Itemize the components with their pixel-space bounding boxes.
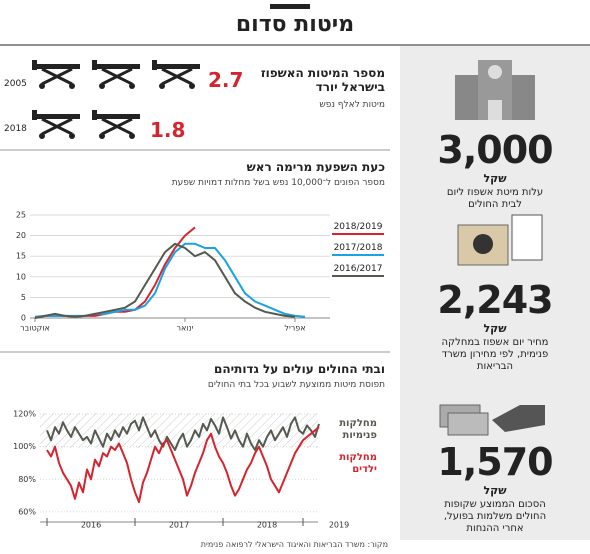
chart-subtitle: מספר הפונים ל־10,000 נפש בשל מחלות דמויו… [171,178,385,188]
x-tick-label: 2019 [329,521,349,530]
chart-subtitle: תפוסת מיטות ממוצעת לשבוע בכל בתי החולים [207,380,385,390]
x-tick-label: אוקטובר [20,324,50,333]
x-tick-label: 2016 [81,521,101,530]
beds-title: מספר המיטות האשפוז בישראל יורד [230,66,385,95]
x-tick-label: 2018 [257,521,277,530]
beds-value: 1.8 [150,118,186,142]
side-panel [400,46,590,540]
series-line [34,226,196,319]
series-line [46,416,320,451]
y-tick-label: 15 [16,252,26,261]
series-line [46,426,320,504]
year-label: 2005 [4,79,27,89]
bill-icon [457,214,543,266]
y-tick-label: 5 [21,293,26,302]
y-tick-label: 25 [16,211,26,220]
legend-label: 2018/2019 [332,222,384,235]
stat-text: עלות מיטת אשפוז ליום לבית החולים [446,187,544,210]
beds-value: 2.7 [208,68,244,92]
y-tick-label: 100% [13,442,36,451]
stat-value: 2,243 [437,278,553,322]
title-line: מספר המיטות האשפוז [260,66,385,80]
x-tick-label: 2017 [169,521,189,530]
stat-unit: שקל [483,484,507,497]
series-line [34,242,296,319]
y-tick-label: 80% [18,475,36,484]
money-icon [439,404,545,436]
stat-value: 1,570 [437,440,553,484]
chart-title: ובתי החולים עולים על גדותיהם [213,362,385,376]
beds-subtitle: מיטות לאלף נפש [319,100,385,110]
y-tick-label: 10 [16,272,26,281]
hospital-icon [455,60,535,120]
source: מקור: משרד הבריאות והאיגוד הישראלי לרפוא… [200,540,388,549]
y-tick-label: 20 [16,231,26,240]
y-tick-label: 120% [13,410,36,419]
x-tick-label: אפריל [284,324,305,333]
stat-unit: שקל [483,172,507,185]
legend-label: 2017/2018 [332,243,384,256]
legend-label: 2016/2017 [332,264,384,277]
year-label: 2018 [4,124,27,134]
y-tick-label: 0 [21,314,26,323]
title-bar [270,4,310,9]
x-tick-label: ינואר [176,324,193,333]
title-line: בישראל יורד [315,80,385,95]
page-title: מיטות סדום [235,12,355,37]
stat-text: מחיר יום אשפוז במחלקה פנימית, לפי מחירון… [441,337,549,372]
chart-title: כעת השפעת מרימה ראש [246,160,385,174]
stat-unit: שקל [483,322,507,335]
y-tick-label: 60% [18,507,36,516]
stat-value: 3,000 [437,128,553,172]
legend-label: מחלקות ילדים [339,452,377,475]
legend-label: מחלקות פנימיות [339,418,377,441]
stat-text: הסכום הממוצע שקופות החולים משלמות בפועל,… [443,499,547,534]
